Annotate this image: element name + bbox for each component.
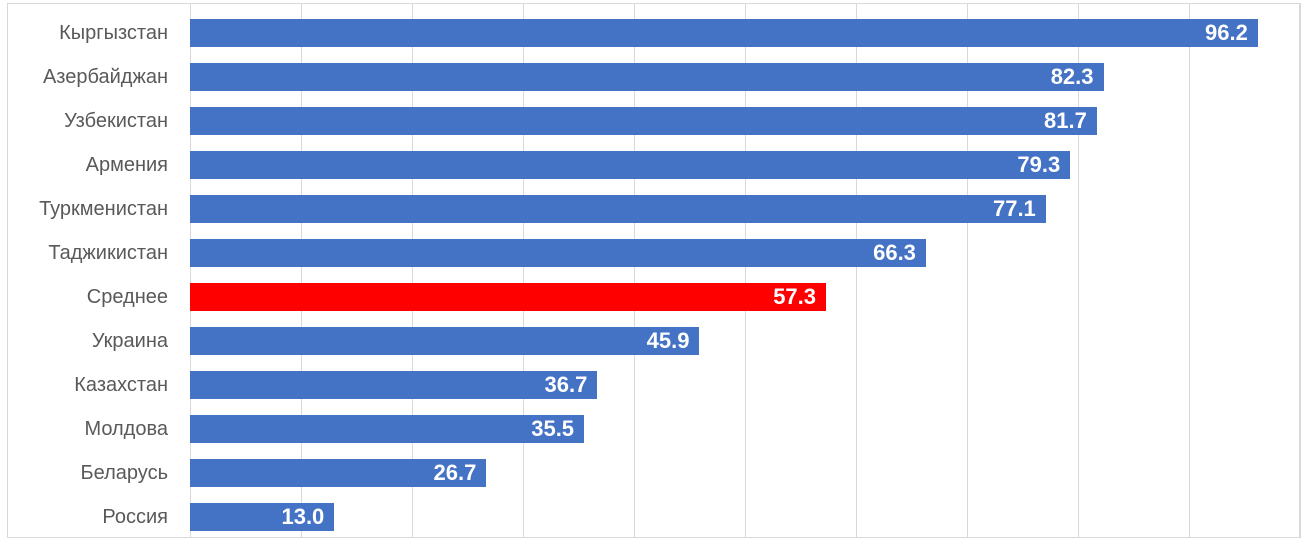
bar: 36.7 (190, 371, 598, 399)
bar-track: 45.9 (190, 319, 1300, 363)
bar: 13.0 (190, 503, 335, 531)
bar-value-label: 45.9 (646, 328, 690, 353)
bar-row: Казахстан 36.7 (8, 363, 1300, 407)
category-label: Кыргызстан (59, 21, 168, 44)
category-label: Молдова (84, 417, 168, 440)
bar-track: 81.7 (190, 99, 1300, 143)
bar-track: 26.7 (190, 451, 1300, 495)
gridline (523, 4, 524, 537)
gridline (1189, 4, 1190, 537)
category-label: Узбекистан (64, 109, 168, 132)
bar-row: Таджикистан 66.3 (8, 231, 1300, 275)
bar-average-highlighted: 57.3 (190, 283, 827, 311)
bar-value-label: 81.7 (1044, 108, 1087, 133)
category-label: Таджикистан (48, 241, 168, 264)
category-label: Азербайджан (42, 65, 168, 88)
category-label: Украина (91, 329, 168, 352)
bar-value-label: 13.0 (281, 504, 325, 529)
category-label: Среднее (86, 285, 168, 308)
category-label: Казахстан (74, 373, 168, 396)
bar-value-label: 35.5 (531, 416, 575, 441)
bar-value-label: 66.3 (873, 240, 916, 265)
bar-row: Туркменистан 77.1 (8, 187, 1300, 231)
bar-row: Узбекистан 81.7 (8, 99, 1300, 143)
category-label: Россия (102, 505, 168, 528)
gridline (1078, 4, 1079, 537)
category-label: Беларусь (80, 461, 168, 484)
gridlines (190, 4, 1300, 537)
gridline (745, 4, 746, 537)
bar-row: Россия 13.0 (8, 495, 1300, 539)
gridline (634, 4, 635, 537)
bar-track: 66.3 (190, 231, 1300, 275)
gridline (856, 4, 857, 537)
bar: 45.9 (190, 327, 700, 355)
category-label: Армения (85, 153, 168, 176)
gridline (190, 4, 191, 537)
bar-value-label: 79.3 (1017, 152, 1061, 177)
bar-track: 82.3 (190, 55, 1300, 99)
bar: 96.2 (190, 19, 1258, 47)
gridline (967, 4, 968, 537)
bar-track: 36.7 (190, 363, 1300, 407)
bar-row: Украина 45.9 (8, 319, 1300, 363)
bar-value-label: 96.2 (1204, 20, 1248, 45)
bar-value-label: 57.3 (773, 284, 817, 309)
bar-row: Беларусь 26.7 (8, 451, 1300, 495)
bar-track: 35.5 (190, 407, 1300, 451)
bar: 77.1 (190, 195, 1046, 223)
bar-rows: Кыргызстан 96.2 Азербайджан 82.3 Узбекис… (8, 4, 1300, 537)
gridline (301, 4, 302, 537)
bar-track: 57.3 (190, 275, 1300, 319)
bar-track: 13.0 (190, 495, 1300, 539)
bar-value-label: 36.7 (544, 372, 588, 397)
bar-row: Азербайджан 82.3 (8, 55, 1300, 99)
gridline (1299, 4, 1300, 537)
bar: 81.7 (190, 107, 1097, 135)
bar-value-label: 77.1 (992, 196, 1036, 221)
category-label: Туркменистан (39, 197, 168, 220)
bar-row: Кыргызстан 96.2 (8, 11, 1300, 55)
bar-row: Среднее 57.3 (8, 275, 1300, 319)
bar-row: Молдова 35.5 (8, 407, 1300, 451)
gridline (412, 4, 413, 537)
chart-frame: Кыргызстан 96.2 Азербайджан 82.3 Узбекис… (7, 3, 1301, 538)
bar: 35.5 (190, 415, 585, 443)
bar-track: 96.2 (190, 11, 1300, 55)
bar-value-label: 26.7 (433, 460, 477, 485)
bar: 82.3 (190, 63, 1104, 91)
bar-track: 79.3 (190, 143, 1300, 187)
bar-value-label: 82.3 (1050, 64, 1094, 89)
bar: 79.3 (190, 151, 1071, 179)
bar-row: Армения 79.3 (8, 143, 1300, 187)
bar-track: 77.1 (190, 187, 1300, 231)
bar: 66.3 (190, 239, 926, 267)
bar: 26.7 (190, 459, 487, 487)
